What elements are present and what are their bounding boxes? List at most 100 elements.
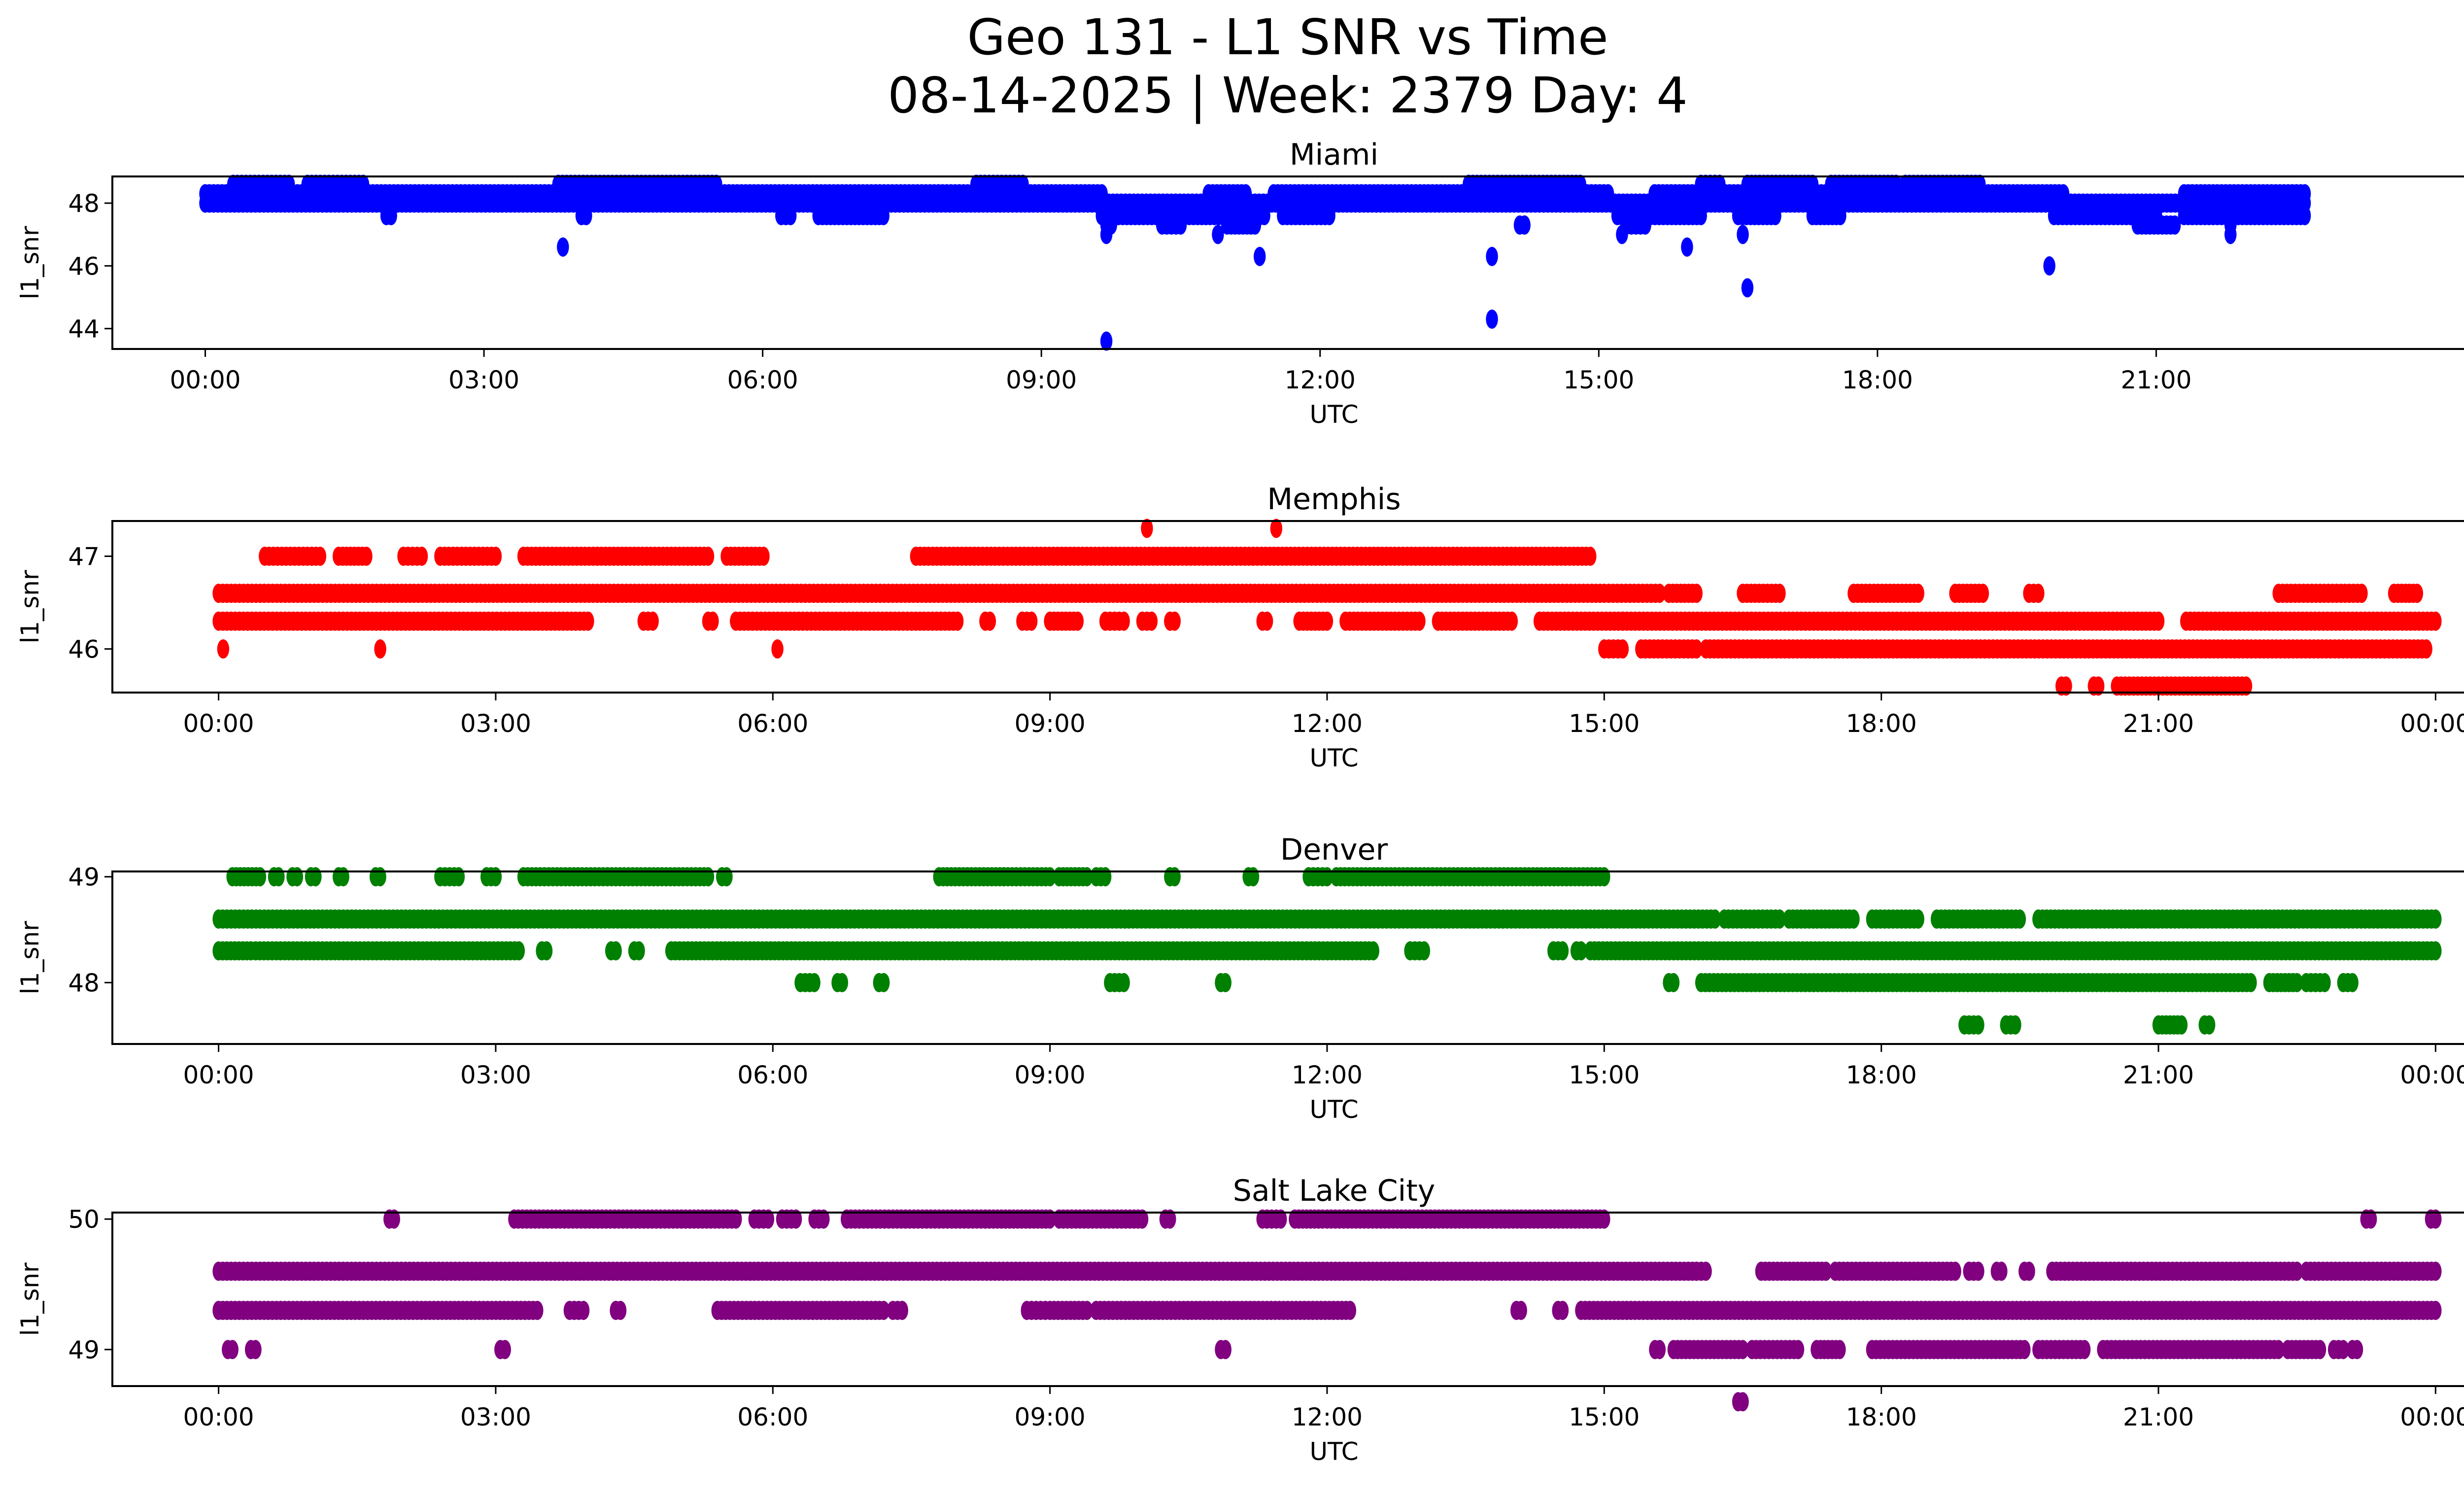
x-tick-label: 18:00: [1842, 366, 1913, 394]
data-series: [212, 519, 2442, 696]
y-tick-label: 46: [68, 635, 100, 664]
data-point: [1973, 174, 1986, 194]
data-point: [2043, 256, 2055, 276]
data-point: [2032, 584, 2045, 603]
data-point: [2060, 676, 2072, 696]
data-point: [2014, 909, 2026, 929]
x-tick-label: 12:00: [1285, 366, 1356, 394]
data-point: [877, 1300, 890, 1321]
data-point: [1690, 584, 1703, 603]
x-tick-label: 21:00: [2123, 1061, 2194, 1089]
x-tick-label: 06:00: [737, 1061, 808, 1089]
y-tick-label: 48: [68, 189, 100, 218]
x-tick-label: 21:00: [2121, 366, 2191, 394]
data-series: [212, 1209, 2442, 1412]
data-point: [2203, 1015, 2216, 1035]
x-tick-label: 03:00: [460, 709, 531, 738]
data-point: [1616, 225, 1628, 244]
x-tick-label: 00:00: [170, 366, 240, 394]
data-point: [1774, 909, 1786, 929]
data-point: [1071, 611, 1084, 631]
data-point: [1598, 867, 1610, 887]
data-point: [1737, 225, 1749, 244]
data-point: [1667, 973, 1680, 993]
data-point: [1890, 174, 1902, 194]
data-point: [707, 611, 719, 631]
data-point: [1695, 206, 1707, 226]
axes-frame: [111, 520, 2464, 694]
data-point: [1323, 206, 1335, 226]
data-point: [1639, 215, 1651, 235]
data-point: [577, 1300, 590, 1321]
data-point: [1321, 611, 1334, 631]
data-point: [2175, 1015, 2188, 1035]
data-point: [757, 546, 770, 566]
data-point: [1141, 519, 1153, 538]
x-tick-label: 15:00: [1569, 1061, 1640, 1089]
data-series: [212, 867, 2442, 1035]
x-tick-label: 18:00: [1846, 1061, 1917, 1089]
data-point: [2364, 1209, 2377, 1229]
data-point: [1995, 1261, 2008, 1281]
data-point: [1518, 215, 1531, 235]
y-tick-label: 44: [68, 315, 100, 344]
data-point: [1367, 941, 1379, 961]
panel-title: Salt Lake City: [1233, 1174, 1436, 1208]
data-point: [784, 206, 797, 226]
data-point: [762, 1209, 775, 1229]
x-tick-label: 00:00: [183, 709, 254, 738]
x-tick-label: 15:00: [1569, 709, 1640, 738]
data-point: [1700, 1261, 1712, 1281]
data-point: [1977, 584, 1989, 603]
data-point: [2240, 676, 2253, 696]
data-point: [1100, 331, 1113, 351]
data-point: [513, 941, 525, 961]
data-point: [1118, 611, 1130, 631]
data-point: [489, 546, 502, 566]
data-point: [1713, 174, 1726, 194]
data-point: [1261, 611, 1273, 631]
data-point: [818, 1209, 830, 1229]
data-point: [291, 867, 304, 887]
chart-subtitle: 08-14-2025 | Week: 2379 Day: 4: [888, 67, 1687, 124]
data-point: [540, 941, 553, 961]
x-tick-label: 03:00: [460, 1061, 531, 1089]
data-point: [1774, 584, 1786, 603]
data-point: [415, 546, 428, 566]
data-point: [1912, 584, 1924, 603]
data-point: [1258, 206, 1270, 226]
panel-title: Memphis: [1267, 482, 1401, 517]
data-point: [702, 546, 715, 566]
data-point: [582, 611, 594, 631]
y-tick-label: 46: [68, 252, 100, 280]
data-point: [2168, 215, 2181, 235]
data-point: [374, 639, 386, 659]
data-point: [1136, 1209, 1149, 1229]
data-point: [720, 867, 733, 887]
data-point: [1506, 611, 1518, 631]
x-tick-label: 00:00: [183, 1061, 254, 1089]
data-point: [1598, 1209, 1610, 1229]
data-point: [1413, 611, 1426, 631]
data-point: [1168, 867, 1181, 887]
data-point: [1709, 909, 1721, 929]
x-tick-label: 09:00: [1015, 1061, 1086, 1089]
data-point: [2430, 1261, 2442, 1281]
x-tick-label: 00:00: [2400, 709, 2464, 738]
data-point: [1972, 1261, 1985, 1281]
data-point: [614, 1300, 627, 1321]
y-axis-label: l1_snr: [16, 226, 44, 299]
data-point: [1253, 246, 1266, 266]
data-point: [647, 611, 659, 631]
x-axis-label: UTC: [1309, 744, 1358, 772]
data-point: [489, 867, 502, 887]
data-point: [282, 174, 295, 194]
data-point: [1418, 941, 1431, 961]
data-point: [357, 174, 370, 194]
data-point: [2023, 1261, 2035, 1281]
data-point: [1912, 909, 1924, 929]
data-point: [836, 973, 849, 993]
x-axis-label: UTC: [1309, 400, 1358, 429]
